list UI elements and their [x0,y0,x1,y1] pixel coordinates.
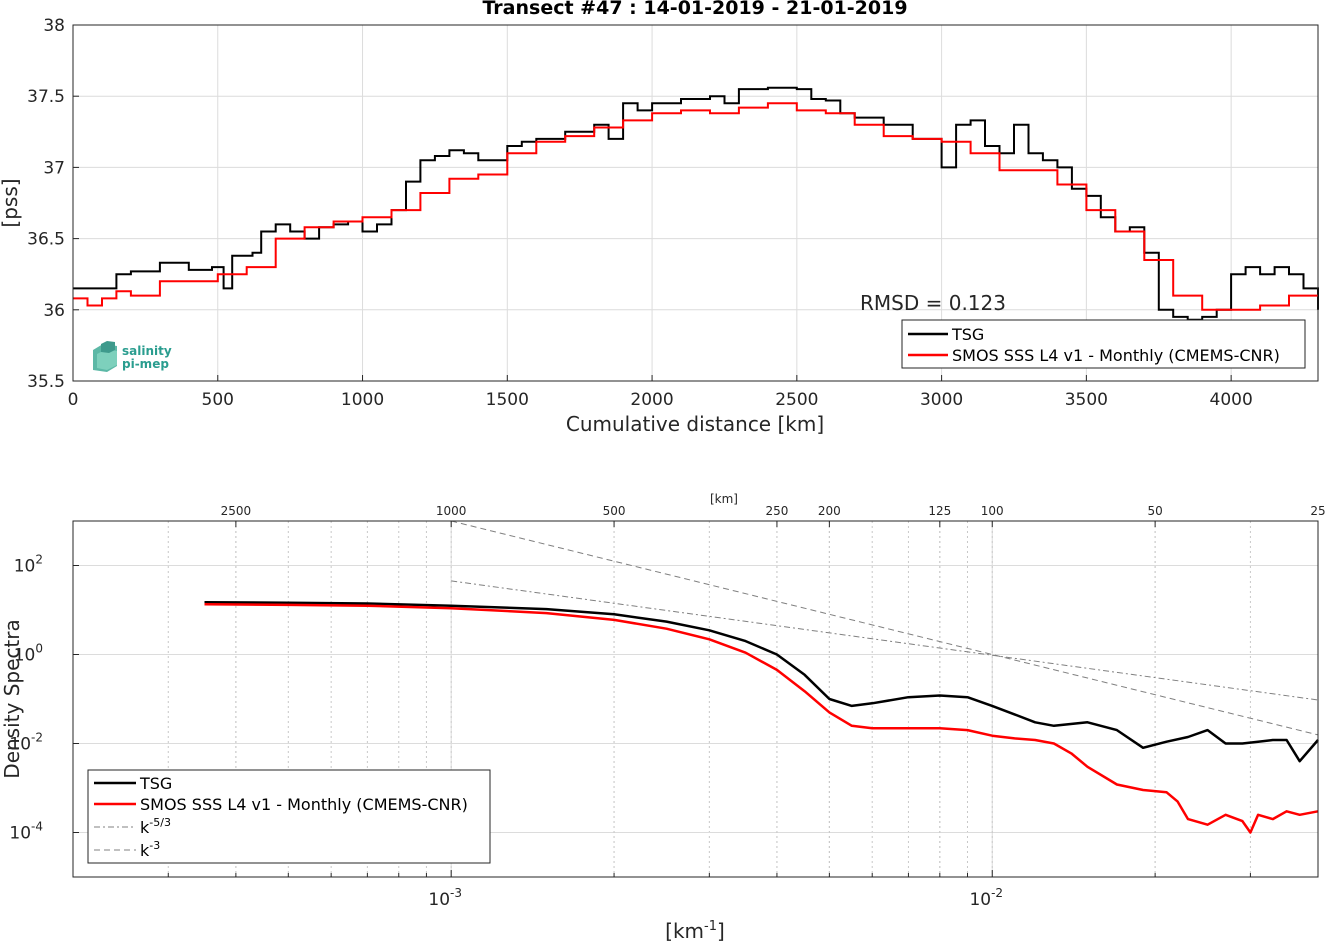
top-series [73,86,1319,321]
top-y-tick-label: 36 [43,301,65,321]
top-axis-km-label: [km] [710,492,738,506]
top-y-tick-label: 38 [43,16,65,36]
bottom-x-ticks: 10-3 10-2 [72,870,1319,910]
k53-sup: -5/3 [149,816,171,829]
bottom-top-axis-tick-label: 1000 [436,504,467,518]
logo-waves-icon [93,341,117,372]
top-x-tick-label: 2500 [775,390,818,410]
top-axes-box [72,24,1319,382]
bottom-legend-box [87,769,491,864]
top-y-tick-label: 35.5 [27,372,65,392]
bottom-top-axis-tick-label: 2500 [221,504,252,518]
bottom-legend: TSG SMOS SSS L4 v1 - Monthly (CMEMS-CNR)… [87,769,491,864]
top-x-tick-label: 500 [202,390,234,410]
top-x-axis-label: Cumulative distance [km] [566,412,824,436]
top-x-tick-label: 3000 [920,390,963,410]
top-x-tick-label: 0 [68,390,79,410]
bottom-top-axis-tick-label: 250 [765,504,788,518]
bottom-y-tick-label: 100 [14,642,43,666]
top-y-tick-label: 36.5 [27,230,65,250]
bottom-series-k3-line [451,520,1319,736]
bottom-series-tsg-line [204,600,1319,763]
bottom-y-ticks: 10-4 10-2 100 102 [9,553,79,844]
top-x-tick-label: 1000 [341,390,384,410]
bottom-legend-label-k3: k-3 [140,839,160,860]
bottom-legend-label-k53: k-5/3 [140,816,171,837]
top-legend-label-smos: SMOS SSS L4 v1 - Monthly (CMEMS-CNR) [952,346,1280,365]
bottom-y-axis-label: Density Spectra [0,619,24,778]
bottom-series [204,520,1319,834]
top-x-tick-label: 4000 [1210,390,1253,410]
top-y-axis-label: [pss] [0,178,22,227]
top-legend-box [901,319,1306,369]
bottom-top-axis-ticks: 2500 1000 500 250 200 125 100 50 25 [221,504,1326,527]
logo-line2: pi-mep [122,357,169,371]
bottom-series-smos-line [204,602,1319,834]
bottom-top-axis-tick-label: 500 [603,504,626,518]
k3-base: k [140,841,150,860]
top-y-tick-label: 37 [43,158,65,178]
top-x-tick-label: 1500 [486,390,529,410]
bottom-x-tick-label: 10-2 [969,886,1003,910]
top-x-tick-label: 2000 [630,390,673,410]
rmsd-annotation: RMSD = 0.123 [860,291,1006,315]
bottom-y-tick-label: 102 [14,553,43,577]
top-legend: TSG SMOS SSS L4 v1 - Monthly (CMEMS-CNR) [901,319,1306,369]
salinity-pi-mep-logo: salinity pi-mep [93,341,172,372]
k53-base: k [140,818,150,837]
top-x-ticks: 0 500 1000 1500 2000 2500 3000 3500 4000 [68,375,1253,410]
bottom-y-tick-label: 10-2 [9,731,43,755]
top-series-tsg-line [73,86,1319,321]
top-y-ticks: 35.5 36 36.5 37 37.5 38 [27,16,79,392]
top-x-tick-label: 3500 [1065,390,1108,410]
bottom-x-tick-label: 10-3 [428,886,462,910]
top-panel: Transect #47 : 14-01-2019 - 21-01-2019 0… [0,0,1319,436]
bottom-axes-box [72,520,1319,878]
bottom-top-axis-tick-label: 50 [1147,504,1162,518]
bottom-top-axis-tick-label: 200 [818,504,841,518]
bottom-x-axis-label-sup: -1 [704,919,717,934]
bottom-y-tick-label: 10-4 [9,820,43,844]
top-y-tick-label: 37.5 [27,87,65,107]
top-legend-label-tsg: TSG [951,325,984,344]
bottom-top-axis-tick-label: 125 [928,504,951,518]
bottom-top-axis-tick-label: 25 [1310,504,1325,518]
bottom-series-k53-line [451,580,1319,701]
k3-sup: -3 [149,839,160,852]
bottom-x-axis-label-end: ] [717,919,725,942]
top-chart-title: Transect #47 : 14-01-2019 - 21-01-2019 [482,0,907,19]
bottom-legend-label-tsg: TSG [139,774,172,793]
bottom-legend-label-smos: SMOS SSS L4 v1 - Monthly (CMEMS-CNR) [140,795,468,814]
bottom-x-axis-label-main: [km [665,919,704,942]
logo-line1: salinity [122,344,172,358]
top-series-smos-line [73,102,1318,311]
bottom-panel: 10-3 10-2 10-4 10-2 100 102 2500 1000 500 250 20… [0,492,1326,942]
bottom-x-axis-label: [km-1] [665,919,725,942]
bottom-top-axis-tick-label: 100 [981,504,1004,518]
